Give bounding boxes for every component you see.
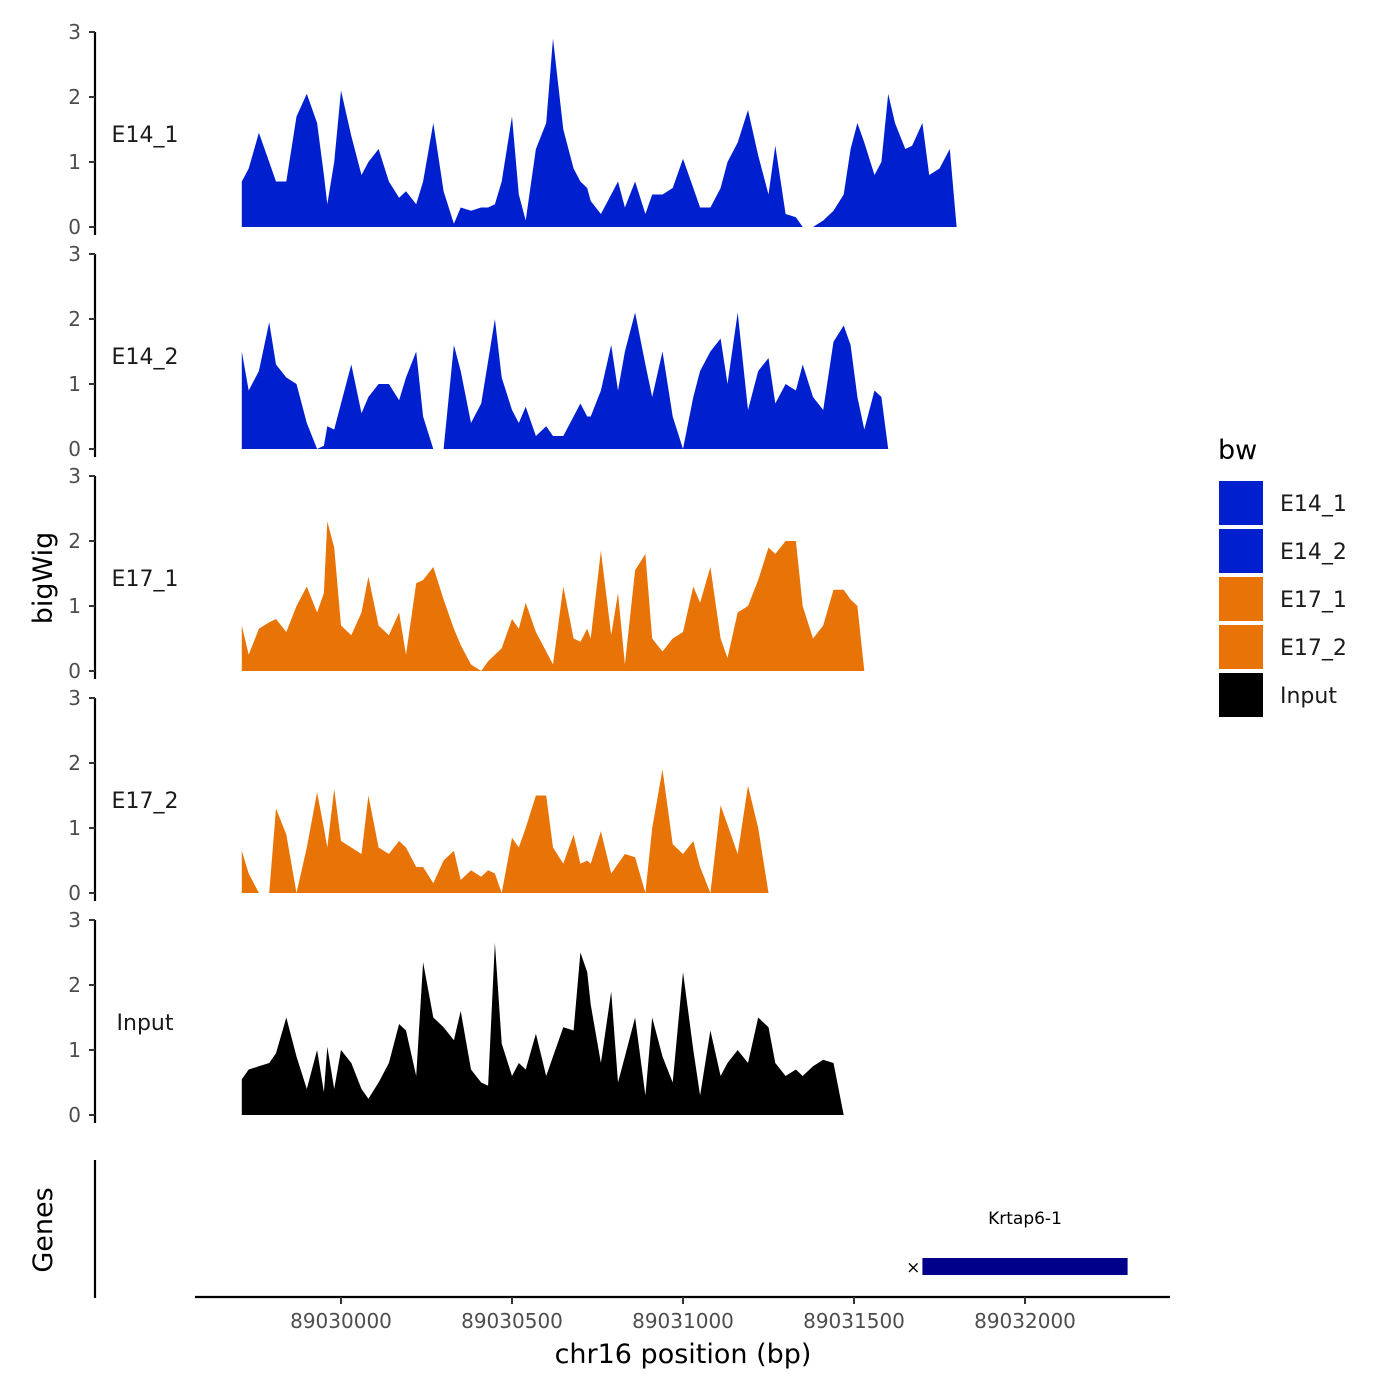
x-axis: 89030000 89030500 89031000 89031500 89032000 — [195, 1295, 1170, 1333]
track-E14_2: 0 1 2 3 E14_2 — [68, 242, 1118, 461]
y-tick-label: 2 — [68, 307, 81, 331]
y-tick-label: 3 — [68, 242, 81, 266]
y-tick-label: 3 — [68, 20, 81, 44]
y-tick-label: 2 — [68, 85, 81, 109]
y-tick-label: 2 — [68, 973, 81, 997]
y-tick-label: 3 — [68, 464, 81, 488]
y-tick-label: 3 — [68, 908, 81, 932]
legend-label: E17_2 — [1280, 636, 1347, 661]
x-tick-label: 89031000 — [632, 1309, 734, 1333]
legend: bw E14_1 E14_2 E17_1 E17_2 Input — [1217, 435, 1347, 719]
x-tick-label: 89032000 — [974, 1309, 1076, 1333]
y-tick-label: 1 — [68, 150, 81, 174]
coverage-area-E14_1 — [241, 38, 1118, 227]
y-tick-label: 1 — [68, 372, 81, 396]
coverage-area-E14_2 — [241, 312, 1118, 449]
y-tick-label: 0 — [68, 437, 81, 461]
track-Input: 0 1 2 3 Input — [68, 908, 1118, 1127]
y-tick-label: 1 — [68, 594, 81, 618]
gene-panel: Krtap6-1 × — [93, 1160, 1128, 1298]
legend-label: Input — [1280, 684, 1337, 709]
coverage-area-E17_1 — [241, 521, 1118, 671]
y-tick-label: 0 — [68, 1103, 81, 1127]
x-tick-label: 89030500 — [461, 1309, 563, 1333]
legend-swatch-E17_2 — [1217, 623, 1265, 671]
x-tick-label: 89031500 — [803, 1309, 905, 1333]
y-tick-label: 0 — [68, 215, 81, 239]
gene-body — [922, 1258, 1128, 1275]
gene-label: Krtap6-1 — [988, 1209, 1062, 1229]
gene-strand-marker: × — [906, 1258, 920, 1278]
legend-swatch-E14_2 — [1217, 527, 1265, 575]
genes-axis-title: Genes — [28, 1187, 59, 1272]
legend-title: bw — [1218, 435, 1257, 466]
track-E17_1: 0 1 2 3 E17_1 — [68, 464, 1118, 683]
y-axis-title: bigWig — [28, 532, 59, 625]
coverage-tracks: 0 1 2 3 E14_1 0 1 2 3 E14_2 0 1 2 3 E17_1 0 1 2 3 E17_2 0 1 2 3… — [68, 20, 1118, 1127]
coverage-area-Input — [241, 942, 1118, 1115]
legend-swatch-E17_1 — [1217, 575, 1265, 623]
track-E17_2: 0 1 2 3 E17_2 — [68, 686, 1118, 905]
track-label: E17_2 — [112, 789, 179, 814]
x-axis-title: chr16 position (bp) — [555, 1339, 812, 1370]
y-tick-label: 3 — [68, 686, 81, 710]
y-tick-label: 2 — [68, 751, 81, 775]
y-tick-label: 0 — [68, 881, 81, 905]
track-E14_1: 0 1 2 3 E14_1 — [68, 20, 1118, 239]
y-tick-label: 2 — [68, 529, 81, 553]
track-label: Input — [117, 1011, 174, 1036]
x-tick-label: 89030000 — [290, 1309, 392, 1333]
legend-swatch-E14_1 — [1217, 479, 1265, 527]
legend-label: E14_1 — [1280, 492, 1347, 517]
legend-swatch-Input — [1217, 671, 1265, 719]
y-tick-label: 0 — [68, 659, 81, 683]
track-label: E17_1 — [112, 567, 179, 592]
legend-label: E14_2 — [1280, 540, 1347, 565]
track-label: E14_1 — [112, 123, 179, 148]
y-tick-label: 1 — [68, 1038, 81, 1062]
track-label: E14_2 — [112, 345, 179, 370]
legend-label: E17_1 — [1280, 588, 1347, 613]
y-tick-label: 1 — [68, 816, 81, 840]
coverage-area-E17_2 — [241, 769, 1118, 893]
